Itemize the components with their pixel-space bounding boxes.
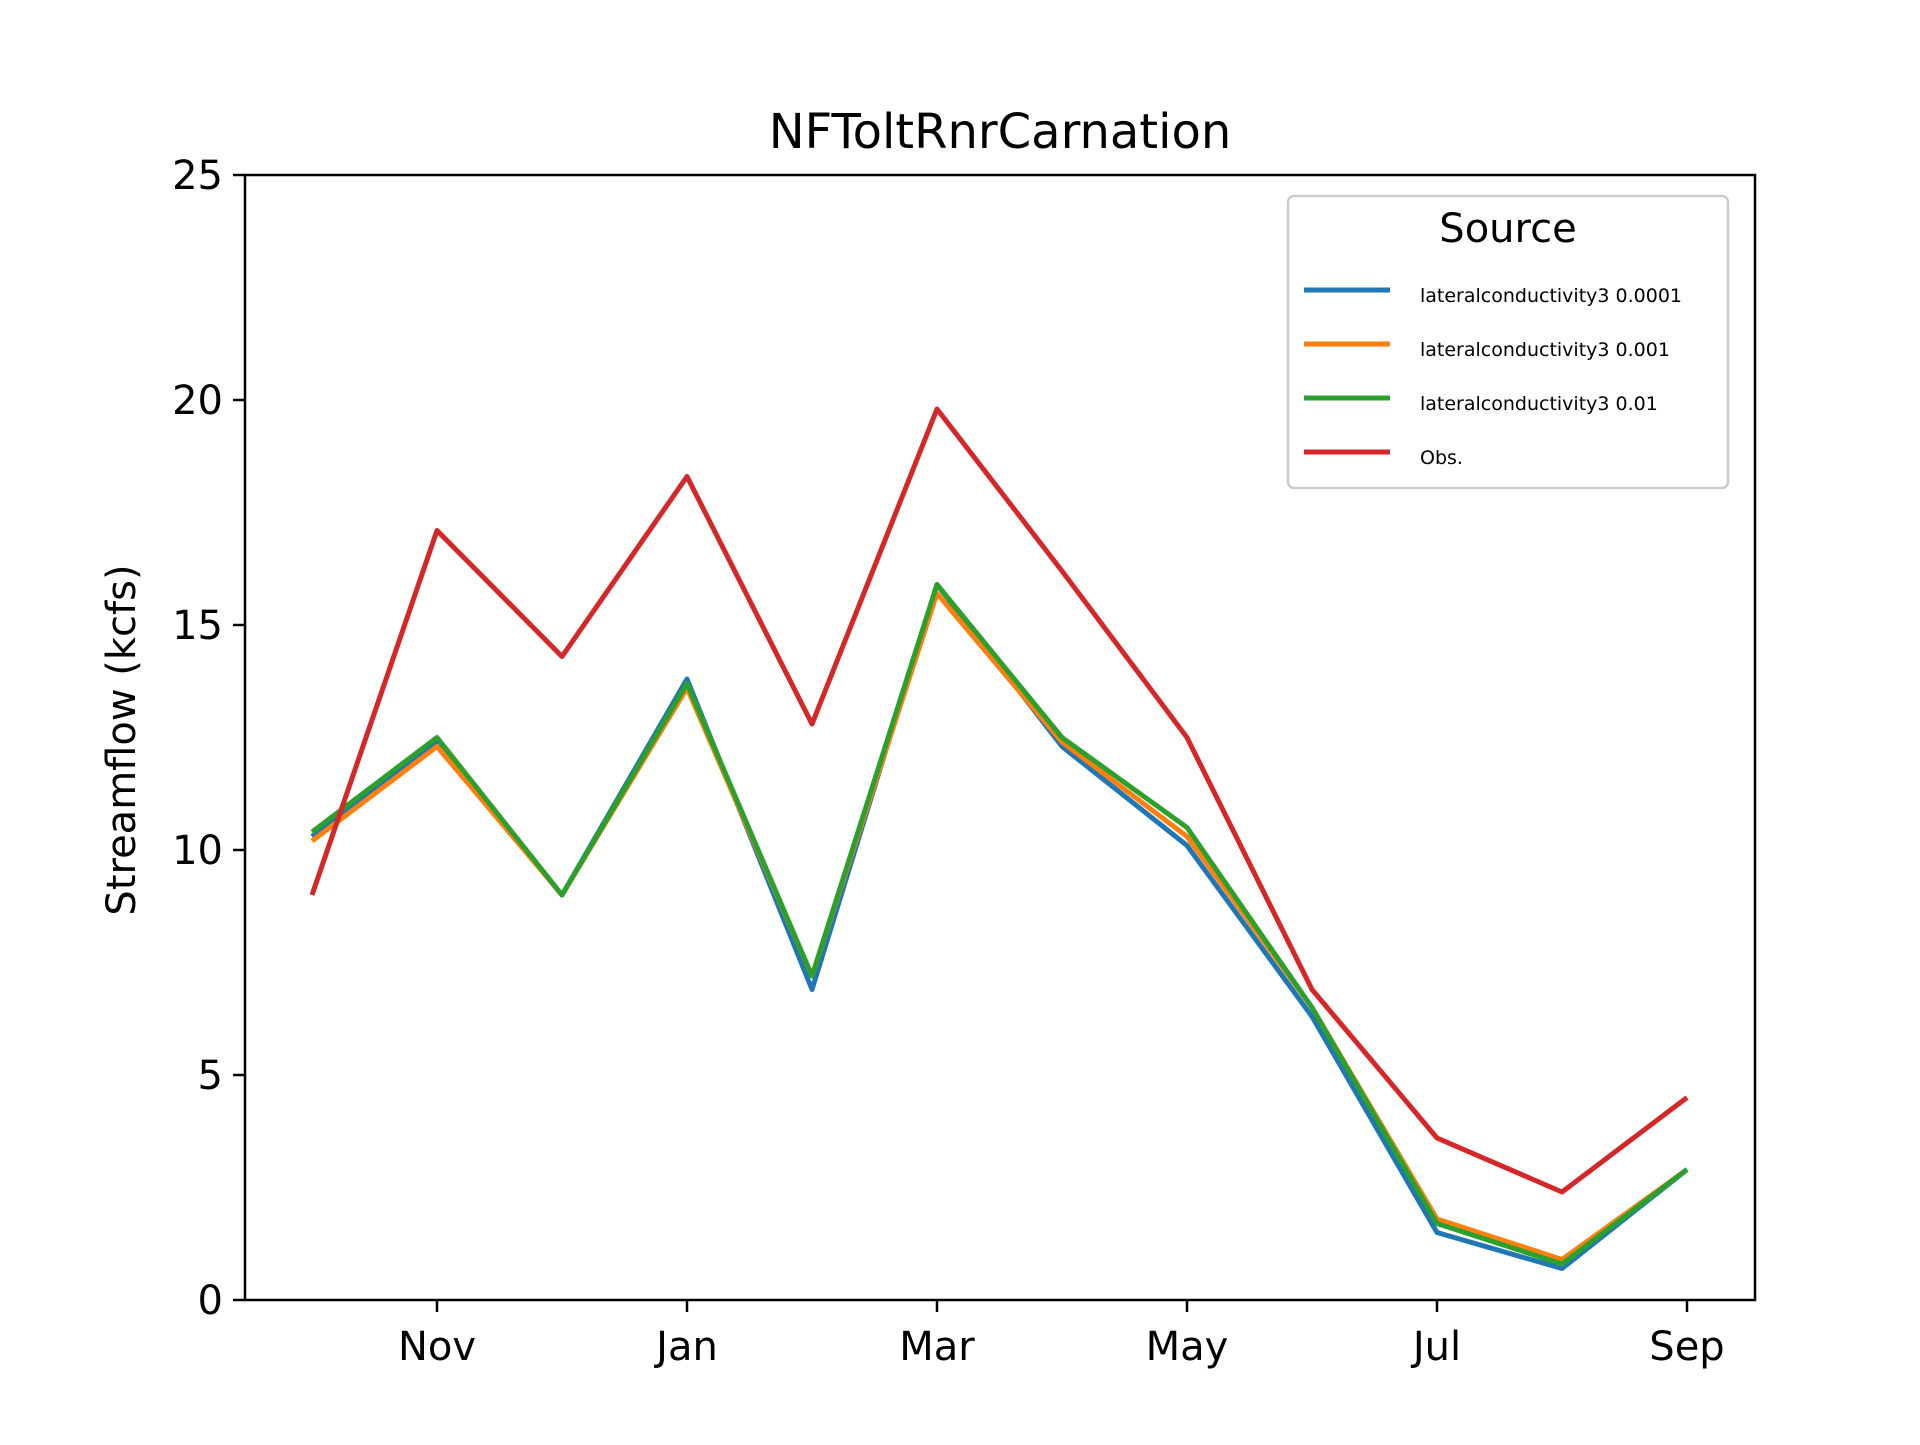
- legend-label: lateralconductivity3 0.0001: [1420, 285, 1682, 307]
- legend-label: lateralconductivity3 0.01: [1420, 393, 1658, 415]
- legend-box: [1286, 194, 1730, 490]
- x-tick-label: Jan: [653, 1324, 718, 1370]
- x-tick-label: Sep: [1649, 1324, 1724, 1370]
- y-tick-label: 25: [172, 153, 223, 199]
- legend: Source lateralconductivity3 0.0001 lateral…: [1286, 194, 1730, 490]
- legend-title: Source: [1439, 206, 1576, 252]
- y-tick-label: 0: [198, 1278, 223, 1324]
- series-line: [309, 406, 1689, 1195]
- y-tick-label: 5: [198, 1053, 223, 1099]
- y-axis-label: Streamflow (kcfs): [99, 564, 145, 915]
- series-line: [310, 582, 1689, 1267]
- y-tick-label: 10: [172, 828, 223, 874]
- y-tick-label: 15: [172, 603, 223, 649]
- y-tick-label: 20: [172, 378, 223, 424]
- legend-label: lateralconductivity3 0.001: [1420, 339, 1670, 361]
- plot-frame: [243, 173, 1757, 1302]
- x-tick-label: Nov: [398, 1324, 476, 1370]
- x-tick-label: Jul: [1410, 1324, 1461, 1370]
- plot-area: 0 5 10 15 20 25 Nov Jan Mar May Jul Sep: [172, 153, 1725, 1370]
- legend-label: Obs.: [1420, 447, 1463, 469]
- x-tick-label: May: [1146, 1324, 1229, 1370]
- series-line: [310, 582, 1689, 1271]
- chart-title: NFToltRnrCarnation: [769, 104, 1231, 160]
- x-tick-label: Mar: [899, 1324, 975, 1370]
